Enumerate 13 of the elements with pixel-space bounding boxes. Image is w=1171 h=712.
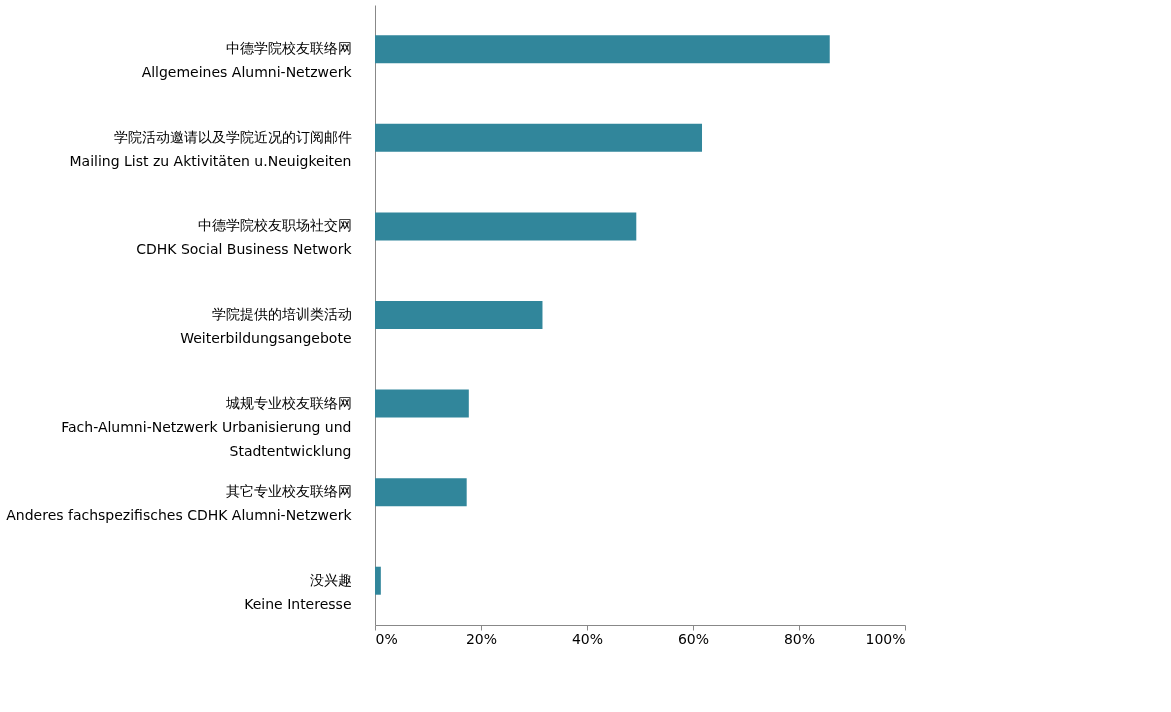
- x-tick-label: 40%: [571, 630, 604, 647]
- y-tick-label: 学院提供的培训类活动 Weiterbildungsangebote: [180, 306, 352, 346]
- y-tick-label: 中德学院校友联络网 Allgemeines Alumni-Netzwerk: [141, 40, 353, 81]
- y-tick-label: 没兴趣 Keine Interesse: [244, 571, 352, 612]
- y-tick-label: 学院活动邀请以及学院近况的订阅邮件 Mailing List zu Aktivitäten u.Neuigkeiten: [69, 128, 352, 169]
- x-tick-label: 60%: [677, 630, 710, 647]
- y-tick-label: 城规专业校友联络网 Fach-Alumni-Netzwerk Urbanisierung und Stadtentwicklung: [61, 394, 352, 459]
- x-tick-label: 0%: [375, 630, 398, 647]
- y-tick-label: 其它专业校友联络网 Anderes fachspezifisches CDHK Alumni-Netzwerk: [6, 483, 353, 524]
- x-tick-label: 20%: [465, 630, 498, 647]
- x-tick-label: 80%: [783, 630, 816, 647]
- y-tick-label: 中德学院校友职场社交网 CDHK Social Business Network: [136, 217, 353, 258]
- x-tick-label: 100%: [865, 630, 906, 647]
